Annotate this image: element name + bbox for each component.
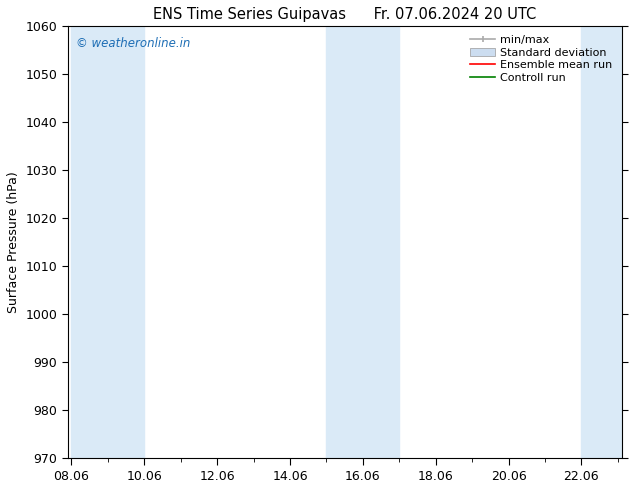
- Text: © weatheronline.in: © weatheronline.in: [76, 37, 190, 49]
- Y-axis label: Surface Pressure (hPa): Surface Pressure (hPa): [7, 171, 20, 313]
- Bar: [581, 26, 621, 458]
- Title: ENS Time Series Guipavas      Fr. 07.06.2024 20 UTC: ENS Time Series Guipavas Fr. 07.06.2024 …: [153, 7, 536, 22]
- Bar: [72, 26, 145, 458]
- Bar: [327, 26, 399, 458]
- Legend: min/max, Standard deviation, Ensemble mean run, Controll run: min/max, Standard deviation, Ensemble me…: [467, 31, 616, 86]
